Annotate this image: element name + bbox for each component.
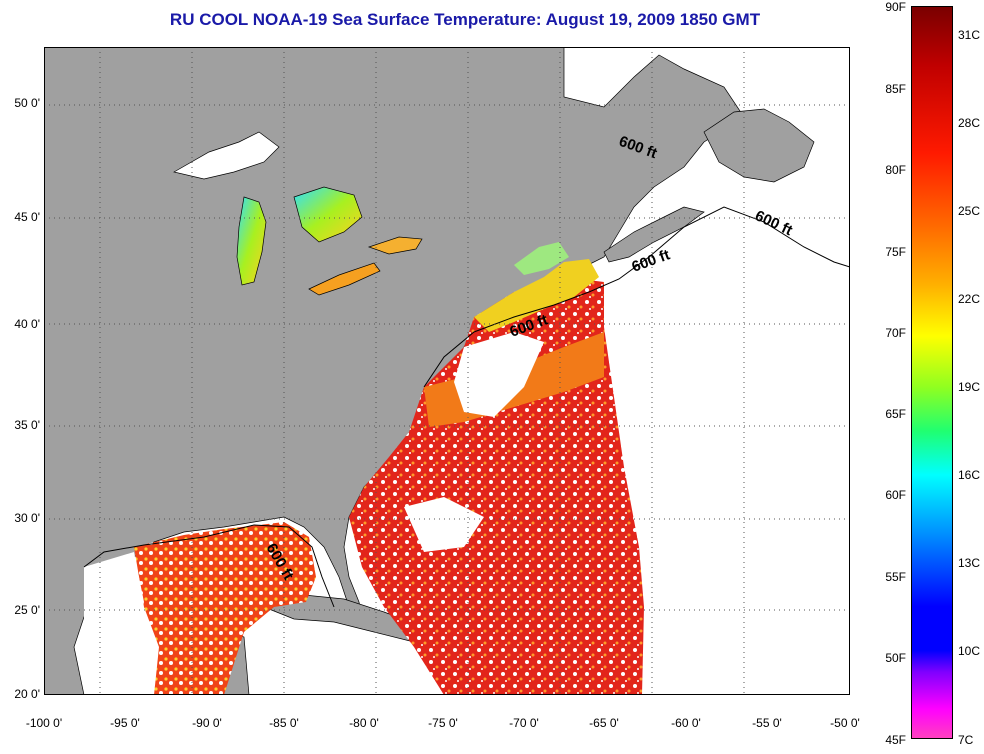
lat-label: 20 0'	[14, 687, 40, 701]
colorbar-c-label: 22C	[958, 292, 981, 306]
colorbar-f-label: 75F	[885, 245, 906, 259]
lon-label: -95 0'	[110, 716, 140, 730]
lake-erie	[308, 262, 381, 296]
map-title: RU COOL NOAA-19 Sea Surface Temperature:…	[169, 10, 761, 29]
sst-gulf-of-mexico	[134, 522, 316, 695]
colorbar-f-label: 55F	[885, 570, 906, 584]
sst-gulf-of-maine	[514, 242, 569, 275]
lake-huron	[293, 186, 363, 243]
colorbar	[911, 6, 953, 739]
colorbar-c-label: 31C	[958, 28, 981, 42]
lon-label: -90 0'	[192, 716, 222, 730]
map-frame	[44, 47, 850, 695]
colorbar-f-label: 90F	[885, 0, 906, 14]
sst-shelf-yellow	[474, 259, 599, 332]
map-svg: 600 ft 600 ft 600 ft 600 ft 600 ft	[44, 47, 850, 695]
lon-label: -65 0'	[589, 716, 619, 730]
colorbar-c-label: 16C	[958, 468, 981, 482]
colorbar-c-label: 25C	[958, 204, 981, 218]
colorbar-c-label: 28C	[958, 116, 981, 130]
cloud-gap-2	[404, 497, 484, 552]
land-newfoundland	[703, 108, 815, 183]
colorbar-f-label: 85F	[885, 82, 906, 96]
colorbar-c-label: 19C	[958, 380, 981, 394]
cloud-gap-1	[454, 332, 544, 417]
colorbar-f-label: 70F	[885, 326, 906, 340]
colorbar-f-label: 80F	[885, 163, 906, 177]
isobath-600ft-gulf	[83, 524, 335, 608]
colorbar-f-label: 65F	[885, 407, 906, 421]
colorbar-c-label: 7C	[958, 733, 974, 747]
isobath-600ft	[423, 206, 850, 388]
lon-label: -60 0'	[671, 716, 701, 730]
lon-label: -75 0'	[428, 716, 458, 730]
lon-label: -100 0'	[25, 716, 63, 730]
lon-label: -55 0'	[752, 716, 782, 730]
colorbar-f-label: 50F	[885, 651, 906, 665]
colorbar-c-label: 13C	[958, 556, 981, 570]
colorbar-f-label: 45F	[885, 733, 906, 747]
cloud-gulf-west	[84, 552, 144, 657]
lon-label: -70 0'	[509, 716, 539, 730]
lake-superior	[173, 131, 280, 180]
gridlines	[44, 47, 850, 695]
sst-map: 600 ft 600 ft 600 ft 600 ft 600 ft	[44, 47, 850, 695]
lon-label: -80 0'	[349, 716, 379, 730]
lon-label: -50 0'	[830, 716, 860, 730]
lat-label: 40 0'	[14, 317, 40, 331]
lat-label: 50 0'	[14, 96, 40, 110]
lat-label: 30 0'	[14, 511, 40, 525]
lon-label: -85 0'	[269, 716, 299, 730]
lake-ontario	[367, 236, 423, 255]
colorbar-c-label: 10C	[958, 644, 981, 658]
lat-label: 45 0'	[14, 210, 40, 224]
lake-michigan	[236, 196, 267, 286]
land-maritimes	[603, 206, 705, 263]
lat-label: 35 0'	[14, 418, 40, 432]
colorbar-f-label: 60F	[885, 488, 906, 502]
lat-label: 25 0'	[14, 603, 40, 617]
